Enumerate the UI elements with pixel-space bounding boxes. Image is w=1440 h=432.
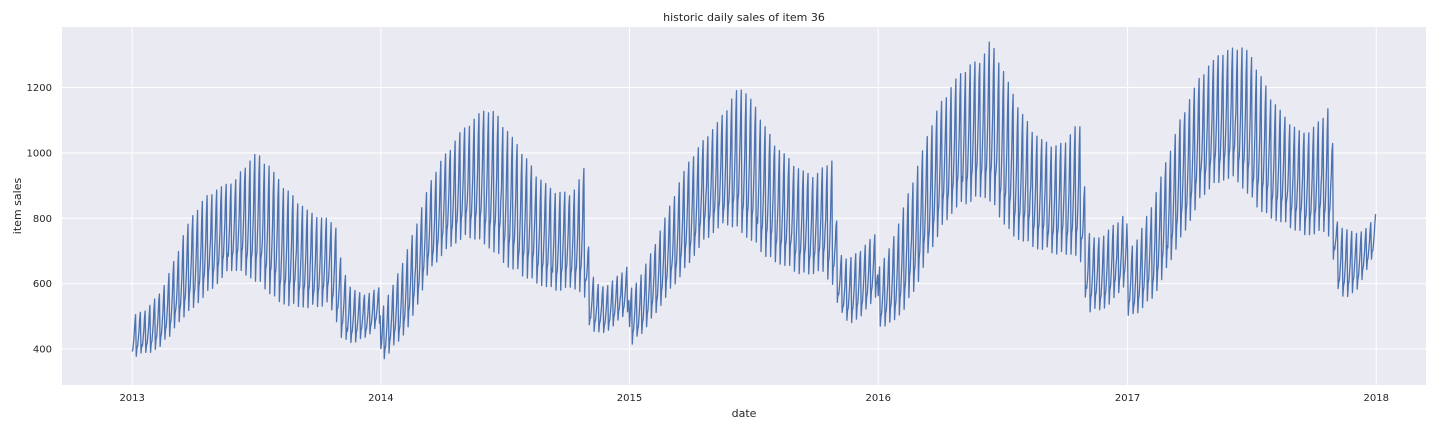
series-layer bbox=[131, 41, 1377, 360]
x-tick-label: 2015 bbox=[617, 393, 642, 404]
y-tick-label: 1200 bbox=[27, 83, 52, 94]
x-tick-label: 2018 bbox=[1364, 393, 1389, 404]
y-tick-label: 600 bbox=[33, 279, 52, 290]
tick-labels: 2013 2014 2015 2016 2017 2018 400 600 800 1000 120… bbox=[27, 83, 1389, 404]
y-tick-label: 1000 bbox=[27, 148, 52, 159]
y-axis-label: item sales bbox=[11, 178, 24, 235]
grid-lines bbox=[62, 27, 1426, 385]
x-tick-label: 2013 bbox=[119, 393, 144, 404]
plot-background bbox=[62, 27, 1426, 385]
sales-series-line bbox=[131, 41, 1377, 360]
y-tick-label: 800 bbox=[33, 214, 52, 225]
x-axis-label: date bbox=[732, 407, 757, 420]
chart-title: historic daily sales of item 36 bbox=[663, 11, 825, 24]
y-tick-label: 400 bbox=[33, 345, 52, 356]
x-tick-label: 2017 bbox=[1115, 393, 1140, 404]
x-tick-label: 2014 bbox=[368, 393, 393, 404]
x-tick-label: 2016 bbox=[865, 393, 890, 404]
